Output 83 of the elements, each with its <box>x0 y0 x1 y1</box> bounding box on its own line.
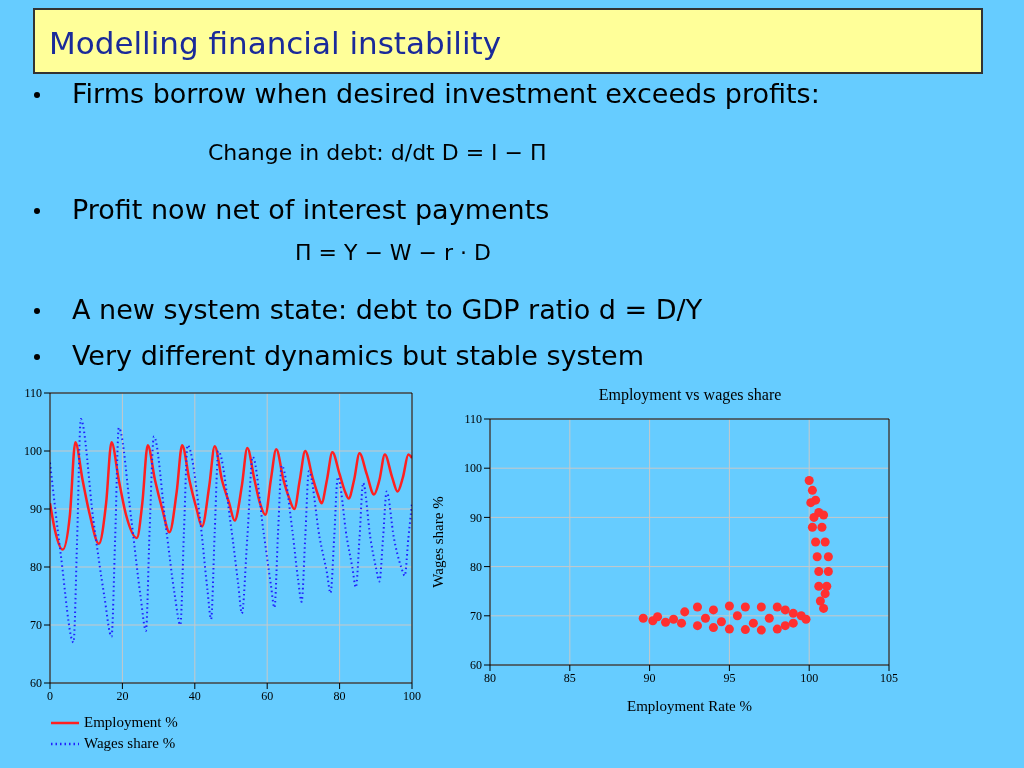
point <box>822 581 832 591</box>
point <box>804 475 814 486</box>
x-tick-label: 100 <box>800 670 819 685</box>
point <box>823 567 833 577</box>
point <box>700 613 710 623</box>
point <box>788 608 798 618</box>
y-tick-label: 110 <box>464 412 482 427</box>
x-tick-label: 20 <box>116 688 129 703</box>
point <box>748 618 758 628</box>
x-tick-label: 95 <box>723 670 736 685</box>
point <box>772 602 782 612</box>
point <box>819 510 829 520</box>
point <box>806 498 816 508</box>
point <box>817 522 827 532</box>
point <box>677 618 687 628</box>
point <box>788 618 798 628</box>
y-tick-label: 70 <box>30 618 42 633</box>
point <box>807 485 817 495</box>
point <box>812 552 822 562</box>
point <box>708 605 718 615</box>
point <box>724 601 734 611</box>
point <box>756 602 766 612</box>
point <box>819 603 829 613</box>
y-tick-label: 70 <box>470 609 482 624</box>
x-tick-label: 0 <box>47 688 53 703</box>
point <box>756 625 766 635</box>
x-tick-label: 80 <box>333 688 346 703</box>
point <box>815 596 825 606</box>
text: A new system state: debt to GDP ratio d = D/Y <box>72 294 703 325</box>
chart-title: Employment vs wages share <box>597 386 783 404</box>
x-tick-label: 40 <box>188 688 201 703</box>
point <box>732 611 742 621</box>
y-tick-label: 100 <box>464 461 482 476</box>
point <box>820 589 830 599</box>
line-series <box>50 441 412 551</box>
point <box>807 522 817 532</box>
y-tick-label: 90 <box>470 510 482 525</box>
point <box>811 537 821 547</box>
x-tick-label: 80 <box>484 670 496 685</box>
point <box>716 617 726 627</box>
text: Modelling financial instability <box>33 8 983 74</box>
y-tick-label: 60 <box>470 658 482 673</box>
x-axis-title: Employment Rate % <box>627 698 752 714</box>
point <box>680 607 690 617</box>
x-tick-label: 100 <box>403 688 421 703</box>
legend-label: Wages share % <box>84 735 176 752</box>
point <box>669 614 679 624</box>
y-axis-title: Wages share % <box>430 496 447 588</box>
text: Profit now net of interest payments <box>72 194 550 225</box>
y-tick-label: 80 <box>470 559 482 574</box>
text: Very different dynamics but stable system <box>72 340 645 371</box>
point <box>692 621 702 631</box>
text: Firms borrow when desired investment exceeds profits: <box>72 78 820 109</box>
point <box>740 625 750 635</box>
y-tick-label: 100 <box>24 444 42 459</box>
point <box>692 602 702 612</box>
point <box>814 567 824 577</box>
x-tick-label: 105 <box>880 670 898 685</box>
point <box>809 512 819 522</box>
point <box>772 624 782 634</box>
text: Π = Y − W − r · D <box>295 240 491 265</box>
point <box>724 624 734 634</box>
point <box>820 537 830 547</box>
point <box>653 612 663 622</box>
point <box>780 605 790 615</box>
x-tick-label: 90 <box>643 670 656 685</box>
point <box>823 552 833 562</box>
point <box>638 613 648 623</box>
point <box>764 613 774 623</box>
text: Change in debt: d/dt D = I − Π <box>208 140 547 165</box>
point <box>801 614 811 624</box>
line-series <box>50 418 412 644</box>
y-tick-label: 110 <box>24 386 42 401</box>
y-tick-label: 80 <box>30 560 42 575</box>
point <box>814 581 824 591</box>
point <box>661 617 671 627</box>
point <box>740 602 750 612</box>
point <box>708 623 718 633</box>
point <box>780 621 790 631</box>
x-tick-label: 85 <box>563 670 576 685</box>
legend-label: Employment % <box>84 714 178 731</box>
x-tick-label: 60 <box>261 688 274 703</box>
y-tick-label: 90 <box>30 502 42 517</box>
